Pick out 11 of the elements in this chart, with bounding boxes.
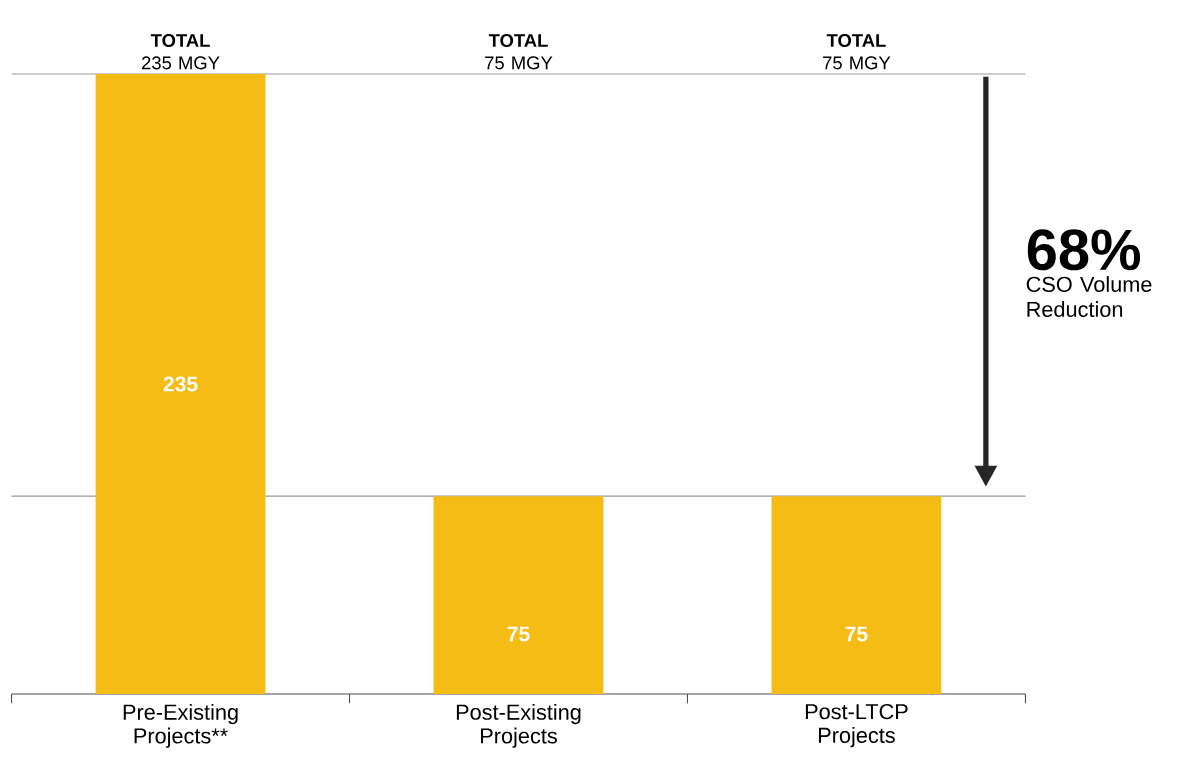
text: 68% (1027, 229, 1141, 271)
data-label: 75 (845, 626, 868, 642)
x-tick-label: Post-Existing Projects (456, 703, 581, 748)
text: TOTAL 75 MGY (823, 33, 891, 70)
data-label: 75 (507, 626, 530, 642)
x-tick-label: Pre-Existing Projects** (123, 703, 238, 748)
data-label: 235 (163, 376, 198, 392)
x-tick-label: Post-LTCP Projects (805, 703, 908, 748)
text: CSO Volume Reduction (1026, 276, 1152, 318)
text: TOTAL 75 MGY (485, 33, 553, 70)
text: TOTAL 235 MGY (142, 33, 220, 70)
